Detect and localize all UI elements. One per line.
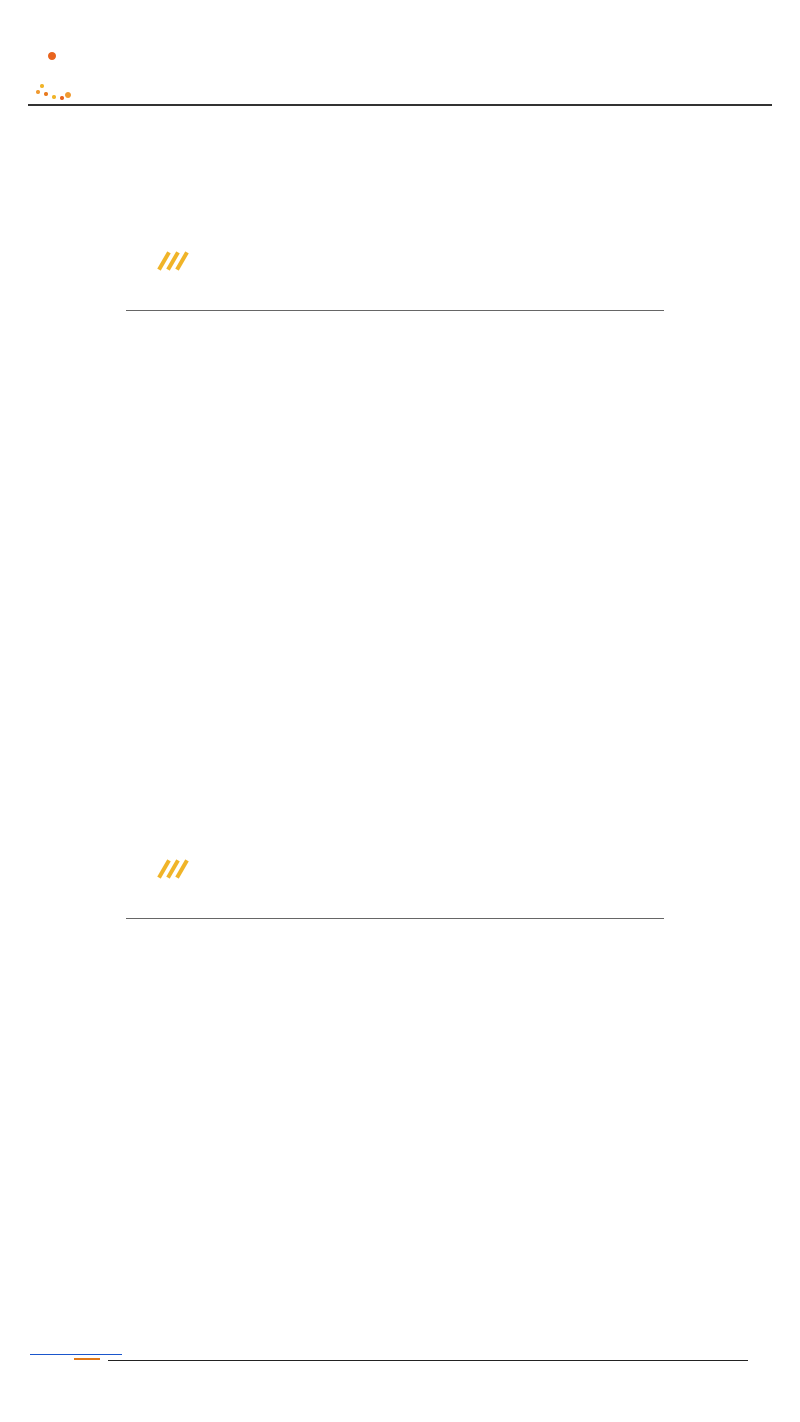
footer-rule: [108, 1360, 748, 1361]
test-chart-block-1: [122, 248, 667, 753]
header-rule: [28, 104, 772, 106]
emi-plot: [155, 951, 633, 1133]
logo-rule: [126, 918, 664, 919]
emi-chart-svg: [155, 343, 633, 525]
emi-plot: [155, 343, 633, 525]
logo-dot-icon: [48, 52, 56, 60]
wpower-logo: [128, 859, 348, 916]
wpower-logo: [128, 251, 348, 308]
test-chart-block-2: [122, 856, 667, 1361]
emi-chart-svg: [155, 951, 633, 1133]
logo-rule: [126, 310, 664, 311]
site-link-accent: [74, 1358, 100, 1360]
footer-site: [30, 1344, 122, 1358]
logo-dots-icon: [36, 90, 40, 94]
site-link-underline[interactable]: [30, 1344, 122, 1355]
gobest-logo: [28, 50, 178, 102]
